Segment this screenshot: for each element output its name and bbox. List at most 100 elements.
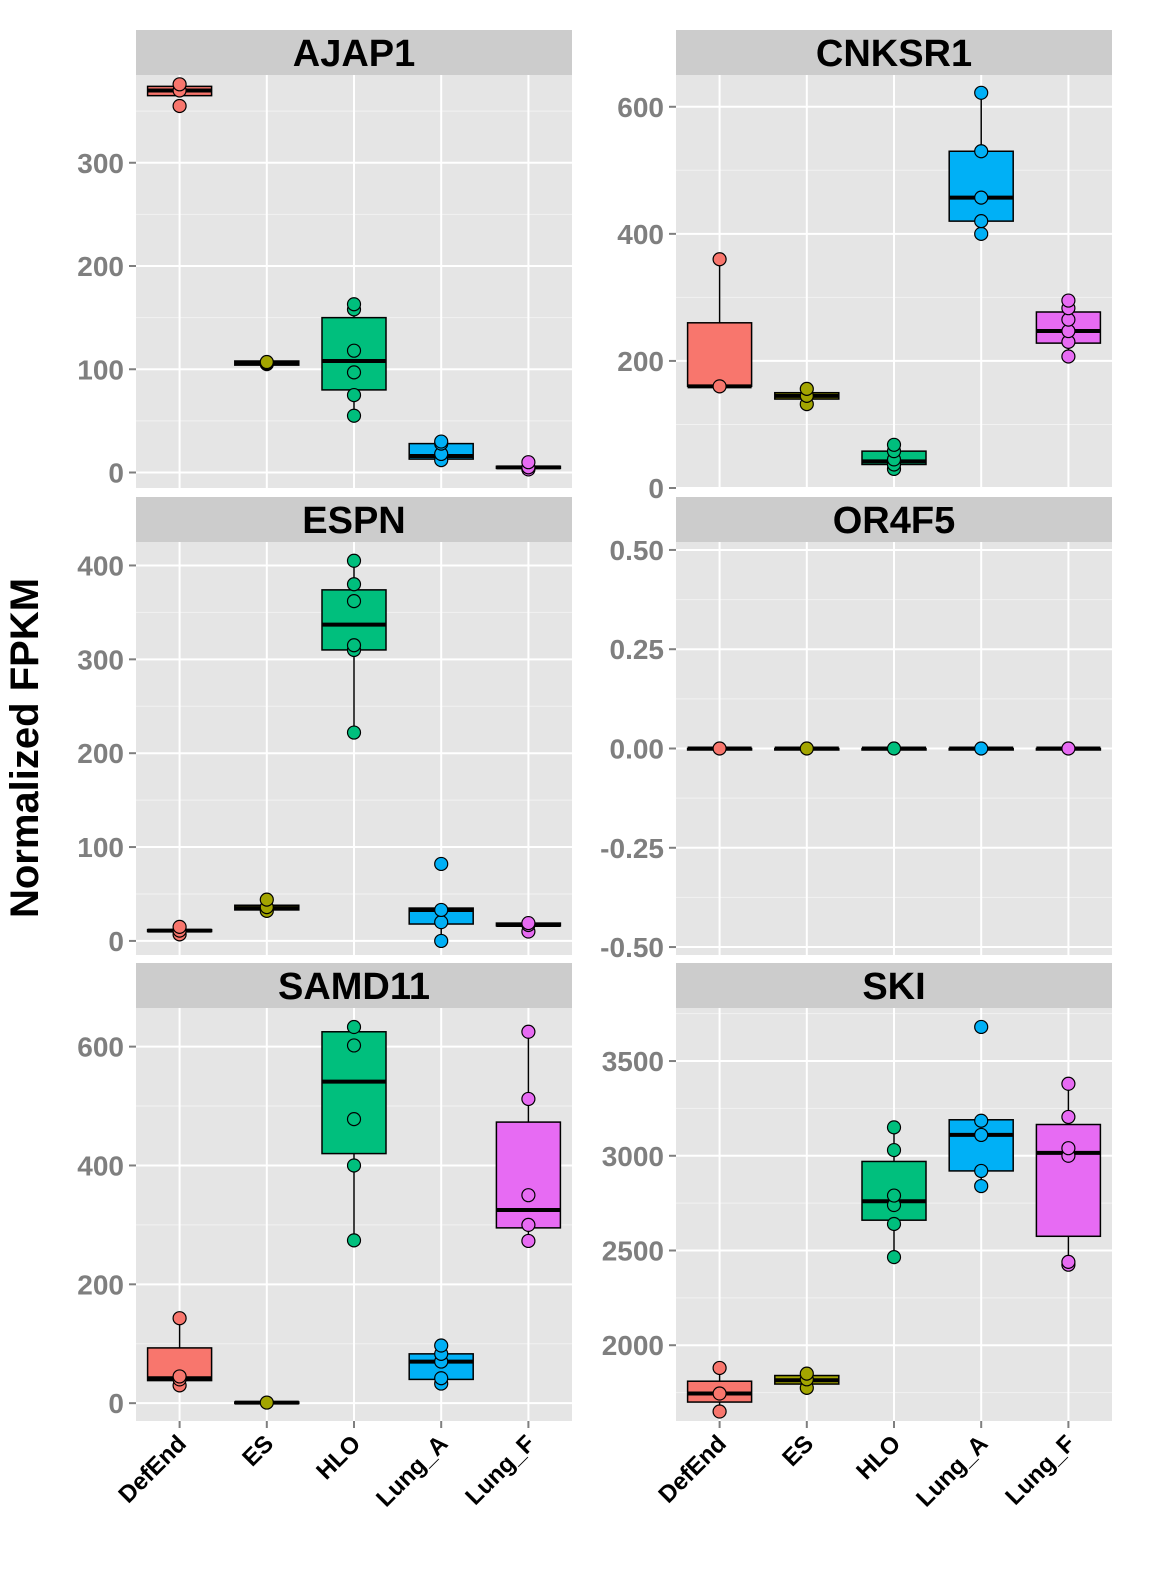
box-lung_f	[495, 455, 562, 477]
box-es	[774, 381, 840, 412]
facet-or4f5: OR4F5 -0.50 -0.25 0.00 0.25 0.50	[600, 497, 1112, 963]
box-hlo	[321, 553, 387, 740]
facet-strip	[136, 30, 572, 75]
data-point	[346, 1158, 362, 1173]
box-es	[774, 1366, 840, 1395]
data-point	[434, 1338, 449, 1353]
facet-strip	[676, 497, 1112, 542]
facet-title: SAMD11	[278, 966, 430, 1008]
data-point	[346, 577, 362, 592]
data-point	[346, 638, 362, 653]
data-point	[886, 1188, 902, 1203]
data-point	[521, 915, 536, 931]
data-point	[712, 252, 727, 267]
y-tick-label: -0.50	[600, 932, 664, 963]
y-tick-label: 0	[108, 1388, 124, 1419]
data-point	[886, 741, 902, 756]
data-point	[1061, 1141, 1076, 1156]
y-tick-label: 200	[77, 1269, 124, 1300]
data-point	[974, 741, 989, 756]
data-point	[434, 1371, 449, 1386]
data-point	[974, 1163, 989, 1179]
y-tick-label: 300	[77, 148, 124, 179]
box-lung_f	[1035, 293, 1102, 364]
box-defend	[146, 1311, 213, 1393]
data-point	[346, 1233, 362, 1248]
facet-espn: ESPN 0 100 200 300 400	[77, 497, 572, 957]
facet-title: ESPN	[302, 500, 405, 542]
y-tick-label: 400	[77, 1150, 124, 1181]
data-point	[1061, 1109, 1076, 1125]
data-point	[521, 1188, 536, 1203]
y-tick-label: 100	[77, 832, 124, 863]
data-point	[346, 365, 362, 380]
x-tick-label: Lung_F	[460, 1430, 540, 1510]
x-tick-label: Lung_A	[371, 1430, 453, 1512]
data-point	[1061, 1076, 1076, 1091]
box-hlo	[321, 1019, 387, 1248]
data-point	[886, 1142, 902, 1158]
data-point	[346, 1038, 362, 1053]
data-point	[712, 741, 727, 756]
box-lung_a	[948, 1019, 1014, 1194]
y-tick-label: 600	[77, 1032, 124, 1063]
box-hlo	[861, 437, 927, 477]
data-point	[974, 144, 989, 159]
box-es	[234, 892, 300, 918]
data-point	[259, 892, 274, 907]
data-point	[1061, 1254, 1076, 1269]
data-point	[521, 1091, 536, 1107]
y-tick-label: 0.00	[610, 734, 665, 765]
facet-strip	[136, 497, 572, 542]
data-point	[521, 1024, 536, 1039]
y-tick-label: 200	[617, 346, 664, 377]
data-point	[346, 725, 362, 740]
facet-samd11: SAMD11 0 200 400 600 DefEnd ES HLO Lung_A Lung_F	[77, 963, 572, 1512]
x-tick-label: ES	[237, 1430, 279, 1472]
facet-strip	[676, 963, 1112, 1008]
data-point	[799, 381, 814, 396]
y-tick-label: 100	[77, 354, 124, 385]
box-lung_a	[948, 741, 1014, 756]
x-tick-label: HLO	[851, 1430, 906, 1485]
x-tick-label: DefEnd	[113, 1430, 191, 1508]
data-point	[346, 387, 362, 403]
box-es	[774, 741, 840, 756]
data-point	[172, 77, 187, 92]
facet-ski: SKI 2000 2500 3000 3500 DefEnd ES HLO Lung_A Lung…	[602, 963, 1112, 1512]
data-point	[434, 902, 449, 918]
x-tick-label: Lung_F	[1000, 1430, 1080, 1510]
y-tick-label: 0.50	[610, 535, 665, 566]
box-lung_a	[408, 434, 474, 468]
data-point	[434, 915, 449, 930]
box-defend	[146, 77, 213, 114]
data-point	[346, 1019, 362, 1035]
facet-ajap1: AJAP1 0 100 200 300	[77, 30, 572, 489]
data-point	[346, 594, 362, 609]
box-defend	[686, 252, 753, 394]
data-point	[886, 437, 902, 452]
facet-grid: AJAP1 0 100 200 300 CNKSR1 0 200 400 600 ESPN 0 100 2…	[77, 30, 1112, 1512]
data-point	[974, 214, 989, 229]
data-point	[172, 1311, 187, 1326]
y-axis-title: Normalized FPKM	[3, 578, 47, 918]
data-point	[886, 1120, 902, 1135]
box-defend	[146, 919, 213, 942]
data-point	[259, 354, 274, 370]
data-point	[712, 379, 727, 394]
y-tick-label: -0.25	[600, 833, 664, 864]
y-tick-label: 0	[108, 926, 124, 957]
data-point	[434, 434, 449, 449]
data-point	[799, 1366, 814, 1381]
data-point	[712, 1386, 727, 1401]
x-tick-label: DefEnd	[653, 1430, 731, 1508]
box-lung_f	[495, 1024, 562, 1249]
y-tick-label: 0	[108, 458, 124, 489]
box-lung_a	[408, 856, 474, 949]
box-lung_f	[1035, 1076, 1102, 1272]
box-lung_a	[408, 1338, 474, 1391]
data-point	[974, 190, 989, 205]
facet-cnksr1: CNKSR1 0 200 400 600	[617, 30, 1112, 504]
y-tick-label: 2500	[602, 1235, 664, 1266]
y-tick-label: 2000	[602, 1330, 664, 1361]
